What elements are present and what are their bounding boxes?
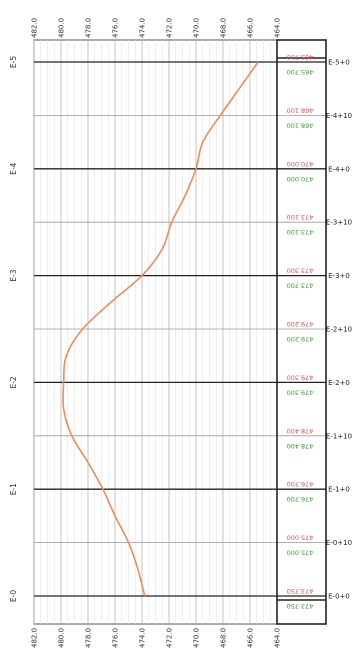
elevation-tick-label-bottom: 474.0 — [139, 628, 147, 648]
section-value-green: 479.200 — [287, 335, 314, 343]
elevation-tick-label-top: 476.0 — [112, 18, 120, 38]
section-value-green: 473.100 — [287, 228, 314, 236]
section-value-green: 475.000 — [287, 549, 314, 557]
elevation-tick-label-bottom: 480.0 — [58, 628, 66, 648]
elevation-tick-label-bottom: 466.0 — [247, 628, 255, 648]
section-station-name: E-5+0 — [328, 59, 350, 67]
elevation-tick-label-top: 472.0 — [166, 18, 174, 38]
section-station-name: E-2+10 — [326, 326, 352, 334]
elevation-tick-label-top: 468.0 — [220, 18, 228, 38]
elevation-tick-label-bottom: 476.0 — [112, 628, 120, 648]
section-station-name: E-0+0 — [328, 593, 350, 601]
elevation-tick-label-bottom: 468.0 — [220, 628, 228, 648]
station-label: E-2 — [9, 376, 18, 388]
elevation-tick-label-top: 466.0 — [247, 18, 255, 38]
elevation-tick-label-bottom: 472.0 — [166, 628, 174, 648]
elevation-tick-label-top: 482.0 — [31, 18, 39, 38]
section-station-name: E-3+10 — [326, 219, 352, 227]
section-value-green: 465.700 — [287, 68, 314, 76]
section-value-red: 473.100 — [287, 213, 314, 221]
section-value-green: 473.750 — [287, 602, 314, 610]
station-label: E-5 — [9, 56, 18, 68]
section-station-name: E-2+0 — [328, 379, 350, 387]
section-value-red: 478.400 — [287, 427, 314, 435]
section-station-name: E-4+10 — [326, 112, 352, 120]
station-label: E-4 — [9, 162, 18, 174]
label-box — [276, 39, 327, 625]
elevation-tick-label-top: 470.0 — [193, 18, 201, 38]
section-station-name: E-1+0 — [328, 486, 350, 494]
section-value-red: 468.100 — [287, 106, 314, 114]
elevation-tick-label-top: 474.0 — [139, 18, 147, 38]
section-value-red: 473.300 — [287, 267, 314, 275]
elevation-tick-label-top: 464.0 — [274, 18, 282, 38]
elevation-tick-label-bottom: 478.0 — [85, 628, 93, 648]
section-station-name: E-4+0 — [328, 165, 350, 173]
section-value-red: 479.200 — [287, 320, 314, 328]
section-value-red: 476.700 — [287, 480, 314, 488]
station-label: E-0 — [9, 590, 18, 602]
section-value-red: 473.750 — [287, 587, 314, 595]
section-value-green: 476.700 — [287, 495, 314, 503]
station-label: E-3 — [9, 269, 18, 281]
elevation-tick-label-bottom: 470.0 — [193, 628, 201, 648]
section-value-green: 470.000 — [287, 175, 314, 183]
section-station-name: E-1+10 — [326, 432, 352, 440]
profile-line — [62, 61, 259, 597]
elevation-tick-label-top: 480.0 — [58, 18, 66, 38]
elevation-tick-label-top: 478.0 — [85, 18, 93, 38]
section-value-red: 470.000 — [287, 160, 314, 168]
section-value-red: 475.000 — [287, 534, 314, 542]
section-station-name: E-3+0 — [328, 272, 350, 280]
section-value-green: 479.300 — [287, 388, 314, 396]
elevation-tick-label-bottom: 482.0 — [31, 628, 39, 648]
section-value-red: 465.700 — [287, 53, 314, 61]
section-value-green: 478.400 — [287, 442, 314, 450]
section-value-red: 479.300 — [287, 373, 314, 381]
elevation-tick-label-bottom: 464.0 — [274, 628, 282, 648]
section-value-green: 468.100 — [287, 121, 314, 129]
section-station-name: E-0+10 — [326, 539, 352, 547]
section-value-green: 473.700 — [287, 282, 314, 290]
station-label: E-1 — [9, 483, 18, 495]
